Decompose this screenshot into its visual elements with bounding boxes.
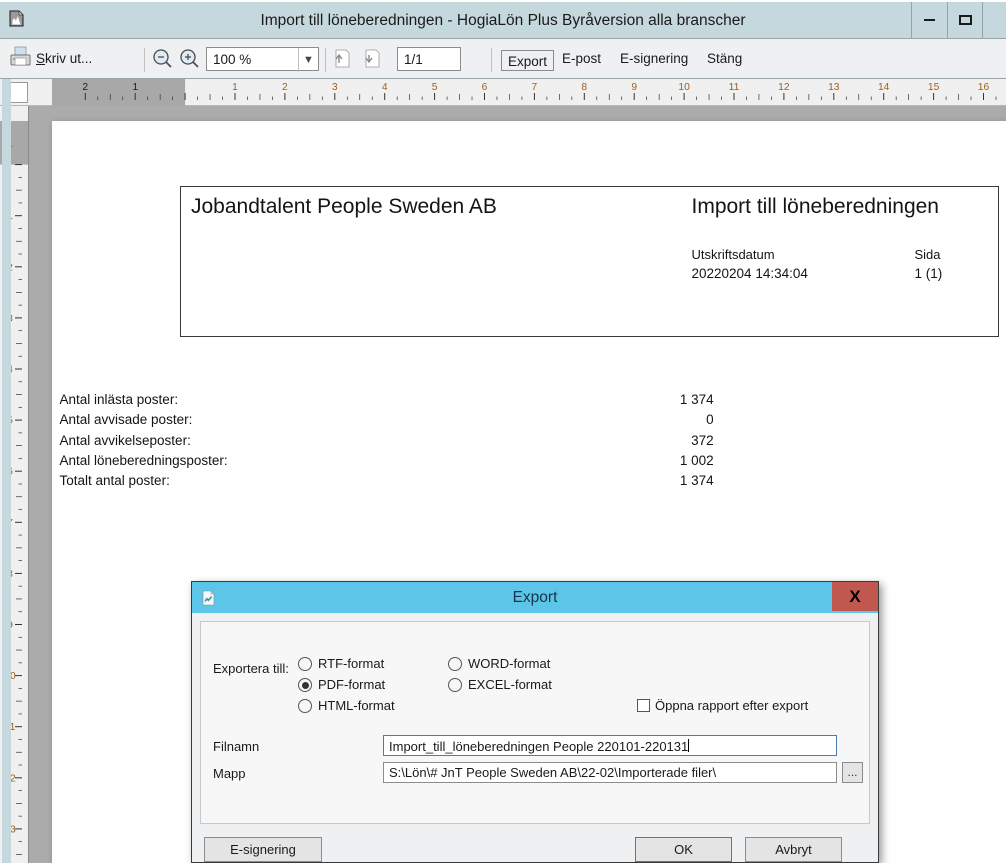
svg-text:15: 15 xyxy=(928,82,940,93)
svg-text:12: 12 xyxy=(778,82,790,93)
svg-text:5: 5 xyxy=(432,82,438,93)
svg-text:2: 2 xyxy=(82,82,88,93)
svg-text:10: 10 xyxy=(678,82,690,93)
svg-text:9: 9 xyxy=(631,82,637,93)
svg-text:16: 16 xyxy=(978,82,990,93)
svg-text:13: 13 xyxy=(828,82,840,93)
svg-text:3: 3 xyxy=(332,82,338,93)
svg-text:2: 2 xyxy=(282,82,288,93)
svg-text:11: 11 xyxy=(729,82,740,93)
svg-text:1: 1 xyxy=(132,82,138,93)
svg-text:8: 8 xyxy=(581,82,587,93)
svg-text:4: 4 xyxy=(382,82,388,93)
svg-text:14: 14 xyxy=(878,82,890,93)
svg-text:7: 7 xyxy=(532,82,538,93)
svg-text:1: 1 xyxy=(232,82,238,93)
svg-text:6: 6 xyxy=(482,82,488,93)
